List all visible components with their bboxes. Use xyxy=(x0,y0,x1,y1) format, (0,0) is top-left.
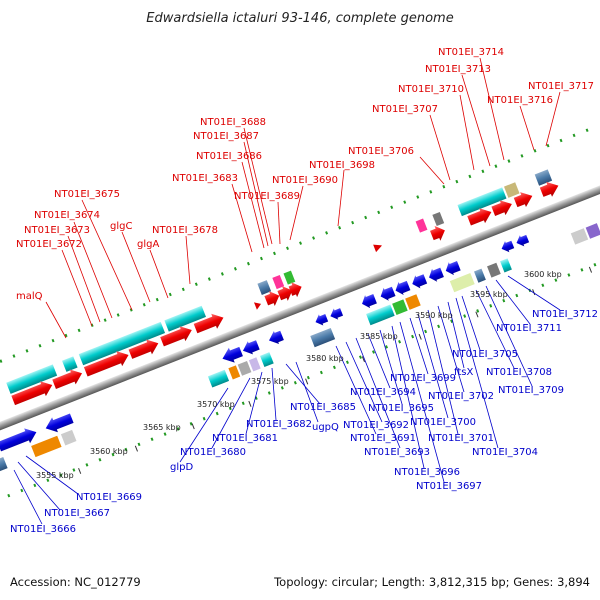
gene-label-NT01EI_3707: NT01EI_3707 xyxy=(372,104,438,115)
tick-label-3600: 3600 kbp xyxy=(524,270,562,279)
gene-label-NT01EI_3705: NT01EI_3705 xyxy=(452,349,518,360)
gene-label-NT01EI_3697: NT01EI_3697 xyxy=(416,481,482,492)
gene-label-NT01EI_3673: NT01EI_3673 xyxy=(24,225,90,236)
gene-label-NT01EI_3690: NT01EI_3690 xyxy=(272,175,338,186)
gene-label-NT01EI_3693: NT01EI_3693 xyxy=(364,447,430,458)
tick-label-3575: 3575 kbp xyxy=(251,377,289,386)
gene-label-NT01EI_3696: NT01EI_3696 xyxy=(394,467,460,478)
lower-feature-track xyxy=(0,223,600,472)
gene-label-NT01EI_3701: NT01EI_3701 xyxy=(428,433,494,444)
gene-label-NT01EI_3716: NT01EI_3716 xyxy=(487,95,553,106)
gene-label-glpD: glpD xyxy=(170,462,193,473)
upper-guide-line xyxy=(0,126,595,379)
gene-label-NT01EI_3678: NT01EI_3678 xyxy=(152,225,218,236)
gene-label-glgA: glgA xyxy=(137,239,159,250)
gene-label-NT01EI_3688: NT01EI_3688 xyxy=(200,117,266,128)
gene-label-malQ: malQ xyxy=(16,291,43,302)
upper-label-leaders xyxy=(45,57,561,339)
gene-label-NT01EI_3681: NT01EI_3681 xyxy=(212,433,278,444)
tick-label-3595: 3595 kbp xyxy=(470,290,508,299)
tick-label-3580: 3580 kbp xyxy=(306,354,344,363)
gene-label-NT01EI_3717: NT01EI_3717 xyxy=(528,81,594,92)
gene-label-NT01EI_3700: NT01EI_3700 xyxy=(410,417,476,428)
gene-label-NT01EI_3694: NT01EI_3694 xyxy=(350,387,416,398)
lower-gene-labels: NT01EI_3666 NT01EI_3667 NT01EI_3669 glpD… xyxy=(10,309,598,535)
gene-label-NT01EI_3692: NT01EI_3692 xyxy=(343,420,409,431)
tick-label-3585: 3585 kbp xyxy=(360,332,398,341)
gene-label-NT01EI_3674: NT01EI_3674 xyxy=(34,210,100,221)
gene-label-NT01EI_3669: NT01EI_3669 xyxy=(76,492,142,503)
gene-label-NT01EI_3714: NT01EI_3714 xyxy=(438,47,504,58)
genome-summary-text: Topology: circular; Length: 3,812,315 bp… xyxy=(273,575,590,589)
gene-label-NT01EI_3699: NT01EI_3699 xyxy=(390,373,456,384)
map-title: Edwardsiella ictaluri 93-146, complete g… xyxy=(146,11,453,26)
gene-label-NT01EI_3682: NT01EI_3682 xyxy=(246,419,312,430)
gene-label-NT01EI_3695: NT01EI_3695 xyxy=(368,403,434,414)
gene-label-NT01EI_3704: NT01EI_3704 xyxy=(472,447,538,458)
gene-label-NT01EI_3672: NT01EI_3672 xyxy=(16,239,82,250)
gene-label-NT01EI_3706: NT01EI_3706 xyxy=(348,146,414,157)
genome-backbone xyxy=(0,179,600,437)
tick-label-3560: 3560 kbp xyxy=(90,447,128,456)
tick-label-3555: 3555 kbp xyxy=(36,471,74,480)
upper-gene-labels: malQ NT01EI_3672 NT01EI_3673 NT01EI_3674… xyxy=(16,47,594,302)
gene-label-NT01EI_3711: NT01EI_3711 xyxy=(496,323,562,334)
gene-label-NT01EI_3685: NT01EI_3685 xyxy=(290,402,356,413)
gene-label-glgC: glgC xyxy=(110,221,132,232)
gene-label-NT01EI_3666: NT01EI_3666 xyxy=(10,524,76,535)
gene-label-NT01EI_3691: NT01EI_3691 xyxy=(350,433,416,444)
scale-tick-marks xyxy=(78,266,593,474)
gene-label-NT01EI_3667: NT01EI_3667 xyxy=(44,508,110,519)
gene-label-NT01EI_3713: NT01EI_3713 xyxy=(425,64,491,75)
gene-label-NT01EI_3687: NT01EI_3687 xyxy=(193,131,259,142)
gene-label-ftsX: ftsX xyxy=(454,367,473,378)
gene-label-NT01EI_3709: NT01EI_3709 xyxy=(498,385,564,396)
gene-label-NT01EI_3689: NT01EI_3689 xyxy=(234,191,300,202)
gene-label-NT01EI_3712: NT01EI_3712 xyxy=(532,309,598,320)
gene-label-NT01EI_3698: NT01EI_3698 xyxy=(309,160,375,171)
accession-text: Accession: NC_012779 xyxy=(10,575,141,589)
gene-label-NT01EI_3702: NT01EI_3702 xyxy=(428,391,494,402)
gene-label-NT01EI_3675: NT01EI_3675 xyxy=(54,189,120,200)
upper-feature-track xyxy=(6,169,559,406)
gene-label-NT01EI_3683: NT01EI_3683 xyxy=(172,173,238,184)
tick-label-3565: 3565 kbp xyxy=(143,423,181,432)
lower-guide-line xyxy=(7,245,600,498)
gene-label-NT01EI_3686: NT01EI_3686 xyxy=(196,151,262,162)
gene-label-ugpQ: ugpQ xyxy=(312,422,339,433)
gene-label-NT01EI_3710: NT01EI_3710 xyxy=(398,84,464,95)
lower-label-leaders xyxy=(13,275,561,525)
tick-label-3570: 3570 kbp xyxy=(197,400,235,409)
scale-tick-labels: 3555 kbp 3560 kbp 3565 kbp 3570 kbp 3575… xyxy=(36,270,562,480)
gene-label-NT01EI_3680: NT01EI_3680 xyxy=(180,447,246,458)
gene-label-NT01EI_3708: NT01EI_3708 xyxy=(486,367,552,378)
tick-label-3590: 3590 kbp xyxy=(415,311,453,320)
